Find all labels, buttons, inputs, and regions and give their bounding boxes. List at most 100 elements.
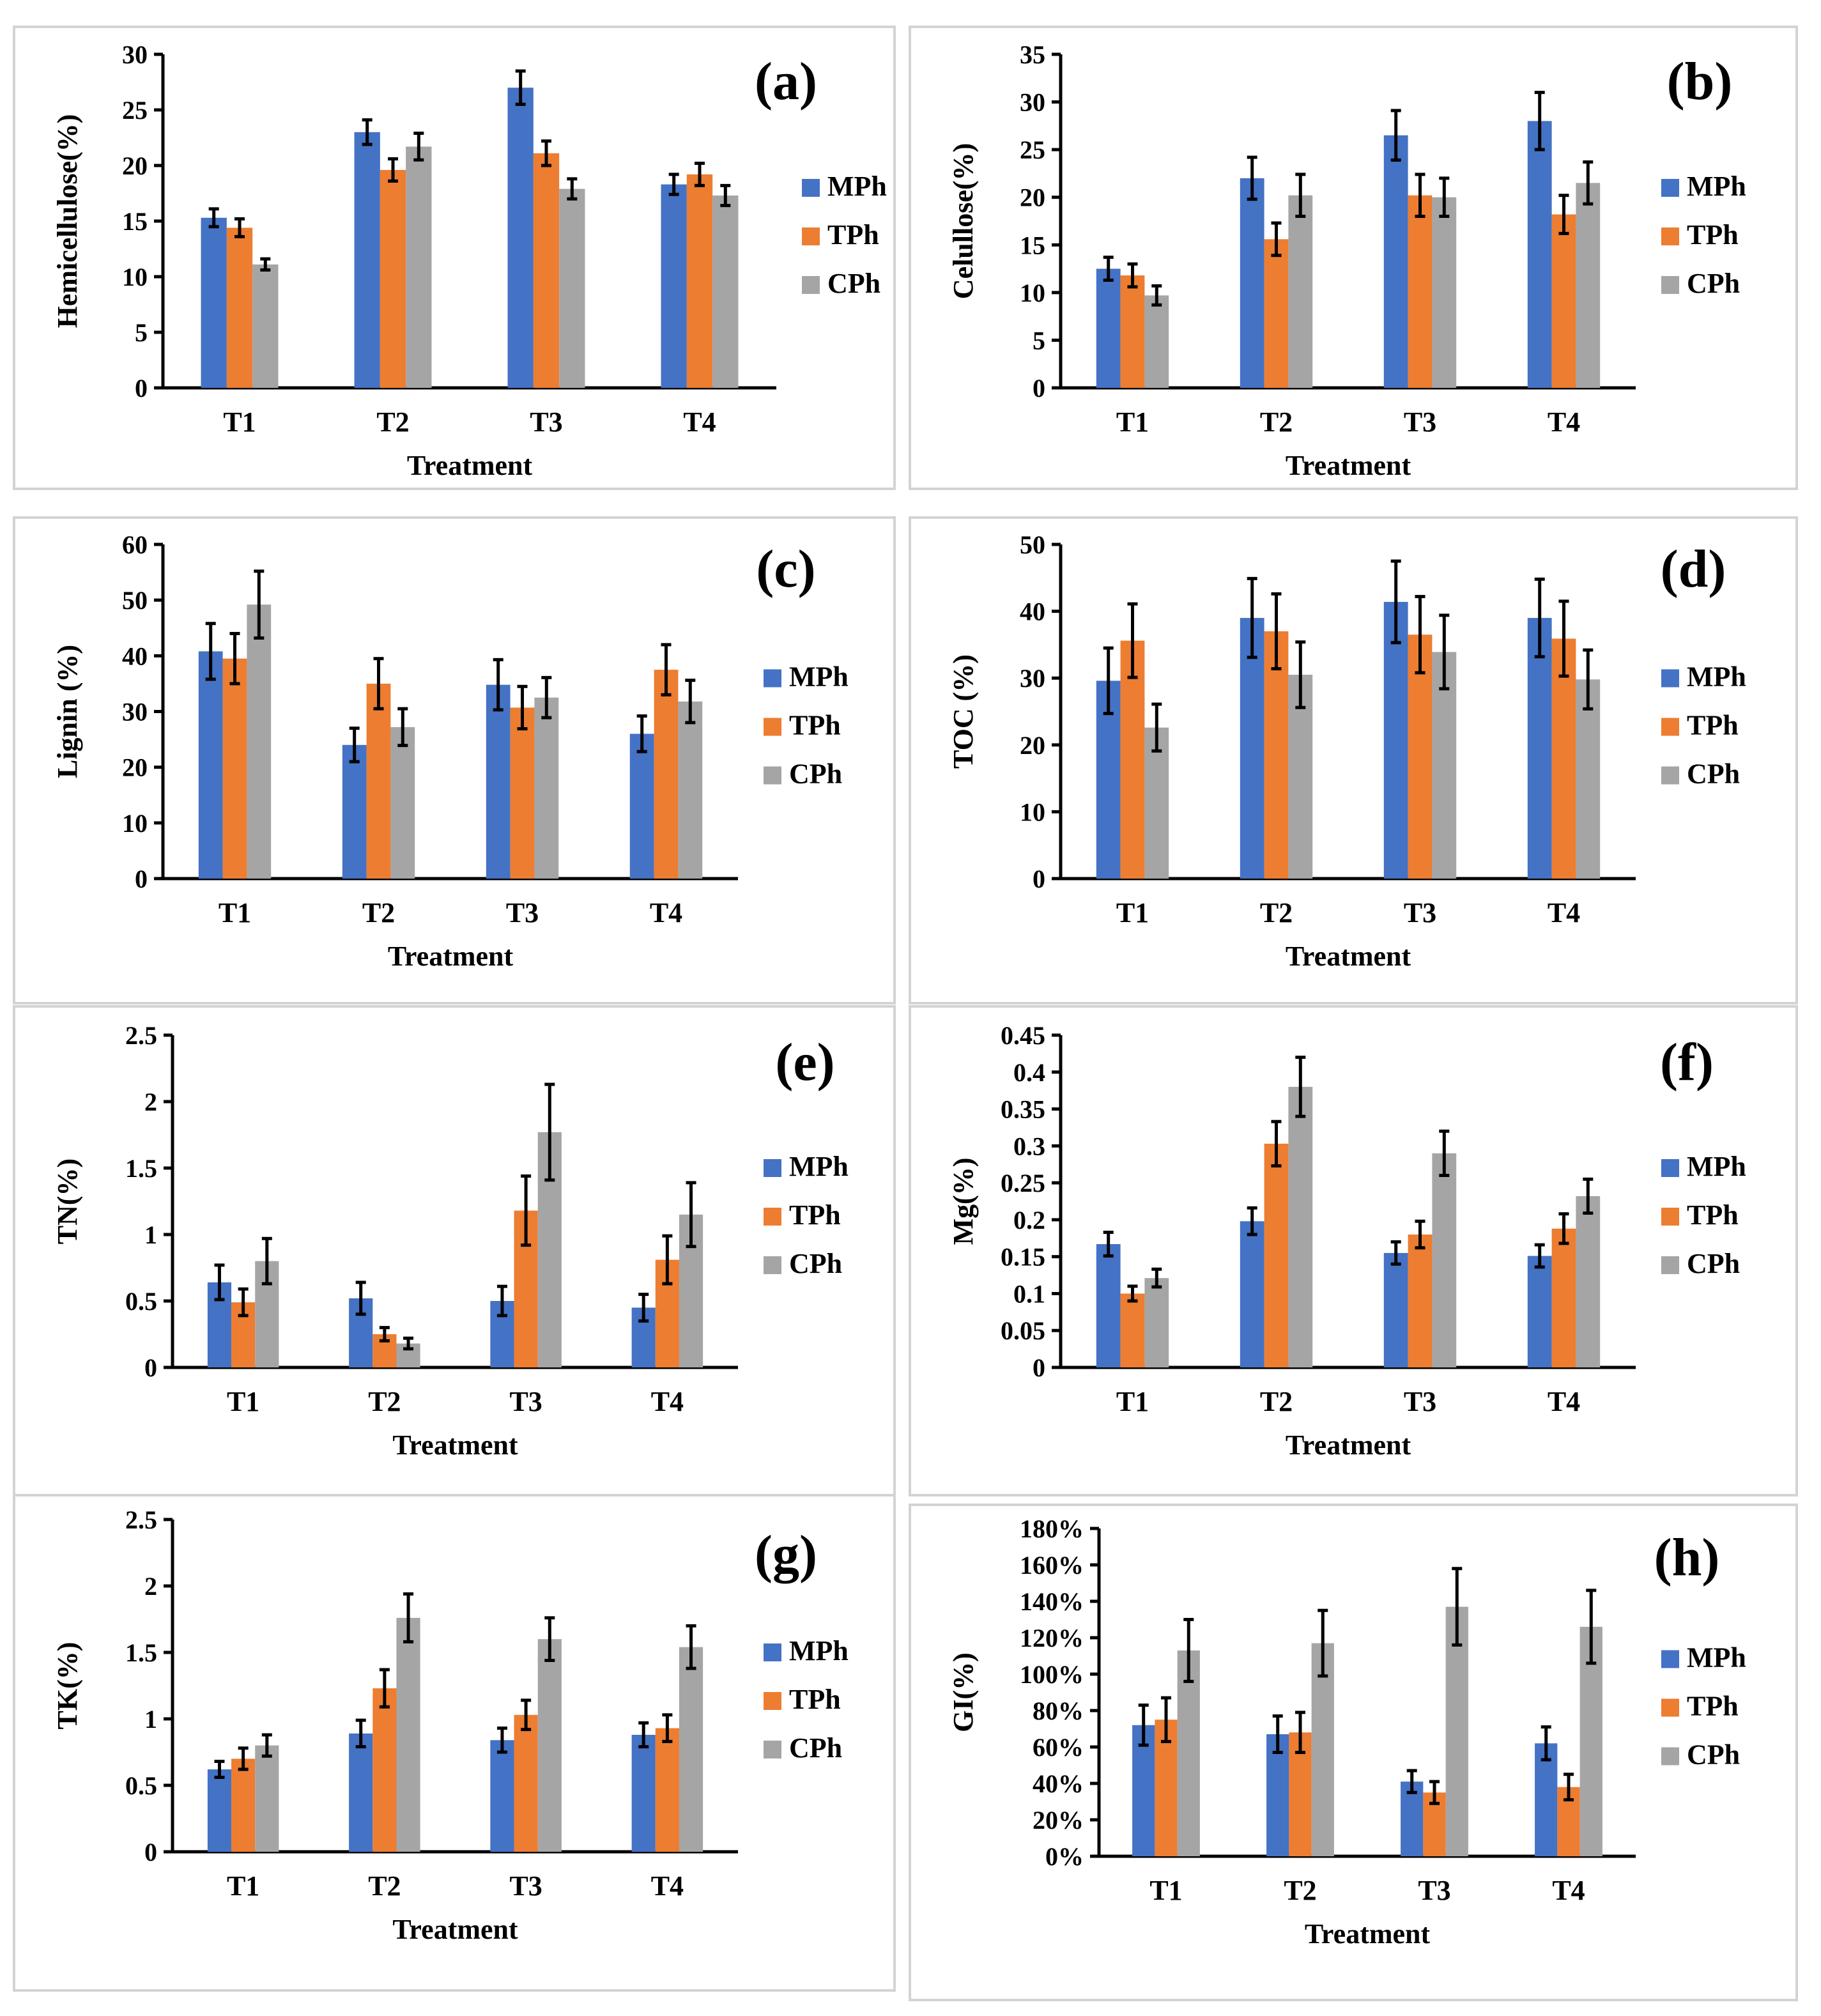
bar-tph-t2 — [366, 683, 391, 879]
bar-cph-t4 — [679, 1647, 703, 1852]
bar-mph-t4 — [629, 734, 654, 879]
x-tick-label: T1 — [227, 1870, 259, 1902]
legend-label-cph: CPh — [1687, 1739, 1740, 1771]
x-axis-title: Treatment — [388, 941, 514, 972]
y-tick-label: 15 — [1020, 231, 1045, 259]
bar-tph-t3 — [1408, 635, 1433, 879]
bar-tph-t3 — [533, 153, 560, 389]
error-bar-tph-t1 — [1161, 1696, 1171, 1743]
error-bar-cph-t2 — [403, 1336, 414, 1351]
bar-mph-t1 — [1096, 268, 1121, 388]
legend-label-tph: TPh — [789, 710, 841, 741]
panel-letter: (f) — [1660, 1033, 1714, 1092]
y-tick-label: 0.15 — [1001, 1243, 1045, 1272]
panel-c: 0 10 20 30 40 50 60 T1 T2 T3 T4 Treatment Lignin (%)… — [13, 516, 896, 1004]
bar-cph-t4 — [1576, 183, 1601, 388]
error-bar-tph-t4 — [1558, 1212, 1569, 1245]
x-tick-label: T2 — [1260, 1386, 1293, 1417]
x-axis-title: Treatment — [392, 1914, 518, 1945]
bar-tph-t1 — [222, 658, 247, 879]
bar-tph-t1 — [1120, 640, 1145, 879]
bar-cph-t2 — [396, 1617, 420, 1852]
error-bar-mph-t1 — [214, 1760, 225, 1780]
bar-tph-t1 — [1120, 275, 1145, 388]
legend-label-mph: MPh — [789, 1151, 849, 1182]
legend-label-tph: TPh — [1687, 710, 1739, 741]
y-tick-label: 30 — [1020, 664, 1045, 693]
error-bar-tph-t4 — [1558, 599, 1569, 678]
x-tick-label: T4 — [1552, 1875, 1585, 1906]
bar-tph-t4 — [1551, 214, 1576, 388]
y-tick-label: 10 — [1020, 797, 1045, 826]
error-bar-cph-t2 — [397, 707, 408, 748]
x-tick-label: T2 — [368, 1870, 401, 1902]
x-tick-label: T3 — [1404, 406, 1436, 438]
legend: MPh TPh CPh — [1661, 1151, 1746, 1279]
bar-cph-t3 — [537, 1639, 562, 1852]
y-tick-label: 5 — [1033, 326, 1045, 355]
bar-cph-t2 — [1288, 195, 1313, 388]
panel-frame — [13, 1494, 896, 1992]
y-tick-label: 0.05 — [1001, 1316, 1045, 1345]
y-tick-label: 15 — [122, 207, 148, 236]
bar-mph-t2 — [1240, 1221, 1264, 1367]
y-tick-label: 0.3 — [1013, 1132, 1045, 1160]
bar-cph-t4 — [1579, 1626, 1602, 1856]
error-bar-mph-t1 — [1103, 1231, 1114, 1258]
legend-swatch-mph — [764, 1159, 781, 1177]
error-bar-tph-t4 — [662, 1234, 673, 1286]
bar-cph-t4 — [1576, 1196, 1601, 1367]
y-tick-label: 0 — [144, 1838, 157, 1866]
x-axis-title: Treatment — [1286, 1429, 1411, 1461]
y-tick-label: 1 — [144, 1220, 157, 1249]
error-bar-tph-t1 — [1127, 1284, 1138, 1303]
error-bar-mph-t1 — [1103, 646, 1114, 716]
x-tick-label: T2 — [1260, 406, 1293, 438]
bar-cph-t1 — [252, 264, 279, 388]
x-tick-label: T1 — [223, 406, 256, 438]
error-bar-tph-t1 — [238, 1287, 249, 1318]
y-tick-label: 0 — [144, 1353, 157, 1382]
bar-cph-t1 — [1144, 295, 1169, 388]
legend-label-mph: MPh — [1687, 1151, 1746, 1182]
error-bar-cph-t1 — [254, 569, 265, 640]
error-bar-cph-t2 — [1295, 173, 1306, 219]
bar-tph-t2 — [1264, 239, 1289, 388]
x-tick-label: T3 — [1418, 1875, 1450, 1906]
y-axis-title: Mg(%) — [948, 1158, 979, 1245]
legend-label-tph: TPh — [1687, 219, 1739, 250]
error-bar-tph-t2 — [1271, 592, 1282, 671]
error-bar-tph-t2 — [1295, 1711, 1305, 1755]
legend-label-mph: MPh — [827, 171, 887, 202]
bar-mph-t2 — [342, 744, 367, 879]
legend-swatch-cph — [764, 766, 781, 785]
bar-tph-t2 — [1264, 1143, 1289, 1367]
legend-label-mph: MPh — [1687, 1642, 1746, 1674]
error-bar-mph-t4 — [638, 1293, 649, 1323]
y-axis-title: GI(%) — [948, 1652, 979, 1732]
y-tick-label: 2.5 — [125, 1021, 157, 1050]
error-bar-mph-t2 — [362, 118, 373, 146]
bar-cph-t1 — [1144, 1278, 1169, 1367]
y-tick-label: 60 — [122, 530, 148, 559]
y-axis-title: Celullose(%) — [948, 143, 979, 299]
y-axis-title: TOC (%) — [948, 654, 979, 769]
legend-swatch-tph — [1661, 1698, 1679, 1717]
x-tick-label: T1 — [1149, 1875, 1182, 1906]
error-bar-mph-t2 — [1247, 1206, 1257, 1236]
x-tick-label: T3 — [1404, 1386, 1436, 1417]
legend: MPh TPh CPh — [1661, 171, 1746, 299]
bar-mph-t1 — [1096, 1244, 1121, 1367]
x-tick-label: T4 — [1548, 897, 1580, 928]
x-axis-title: Treatment — [1305, 1918, 1431, 1950]
error-bar-tph-t3 — [1415, 595, 1425, 675]
y-tick-label: 20% — [1033, 1806, 1084, 1835]
error-bar-tph-t3 — [1415, 1219, 1425, 1250]
legend-swatch-mph — [1661, 179, 1679, 197]
error-bar-cph-t1 — [261, 1733, 272, 1758]
legend-swatch-mph — [1661, 669, 1679, 688]
legend: MPh TPh CPh — [1661, 1642, 1746, 1771]
panel-letter: (d) — [1661, 539, 1726, 599]
error-bar-tph-t1 — [229, 631, 240, 686]
y-tick-label: 25 — [1020, 135, 1045, 164]
